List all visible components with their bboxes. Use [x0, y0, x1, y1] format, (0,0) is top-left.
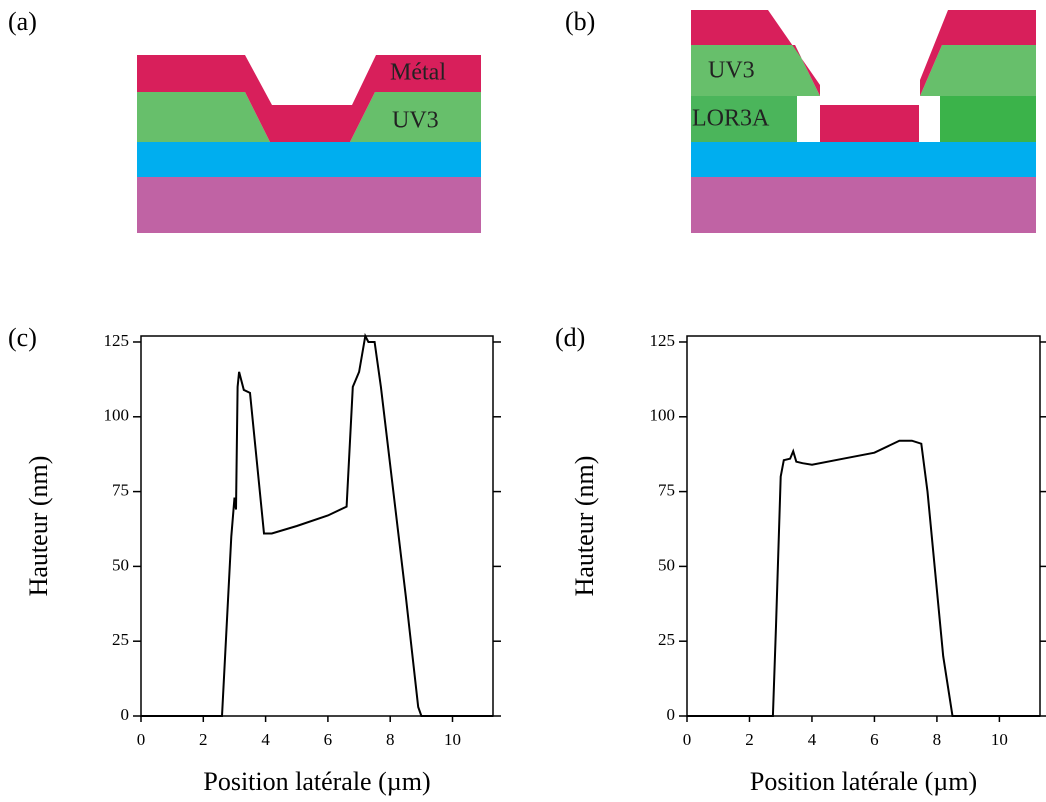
y-tick-label: 125 — [650, 331, 676, 350]
layer-label: UV3 — [708, 58, 755, 84]
profile-line — [687, 439, 1040, 717]
panel-label: (d) — [555, 323, 585, 352]
x-tick-label: 4 — [261, 730, 270, 749]
x-tick-label: 2 — [745, 730, 754, 749]
x-tick-label: 2 — [199, 730, 208, 749]
layer-label: UV3 — [392, 108, 439, 134]
x-axis-label: Position latérale (µm) — [203, 767, 430, 796]
y-tick-label: 25 — [658, 630, 675, 649]
lor3a-layer — [691, 96, 797, 142]
y-axis-label: Hauteur (nm) — [24, 456, 53, 597]
uv3-layer — [920, 45, 1036, 96]
x-tick-label: 6 — [870, 730, 879, 749]
y-tick-label: 50 — [112, 555, 129, 574]
metal-layer — [691, 10, 820, 96]
substrate — [691, 177, 1036, 233]
y-tick-label: 75 — [658, 480, 675, 499]
uv3-layer — [137, 92, 270, 142]
layer-label: Métal — [390, 60, 446, 86]
plot-frame — [686, 335, 1041, 717]
metal-layer — [137, 55, 481, 142]
plot-frame — [140, 335, 494, 717]
x-tick-label: 8 — [386, 730, 395, 749]
x-tick-label: 8 — [933, 730, 942, 749]
panel-label: (b) — [565, 7, 595, 36]
x-tick-label: 6 — [324, 730, 333, 749]
y-tick-label: 75 — [112, 480, 129, 499]
oxide — [691, 142, 1036, 177]
y-tick-label: 125 — [104, 331, 130, 350]
oxide — [137, 142, 481, 177]
y-tick-label: 100 — [104, 406, 130, 425]
panel-label: (a) — [8, 7, 37, 36]
panel-label: (c) — [8, 323, 37, 352]
lor3a-layer — [940, 96, 1036, 142]
metal-layer — [920, 10, 1036, 96]
substrate — [137, 177, 481, 233]
x-tick-label: 10 — [991, 730, 1008, 749]
y-tick-label: 25 — [112, 630, 129, 649]
uv3-layer — [691, 45, 820, 96]
profile-line — [141, 332, 493, 717]
x-axis-label: Position latérale (µm) — [750, 767, 977, 796]
x-tick-label: 4 — [808, 730, 817, 749]
y-tick-label: 100 — [650, 406, 676, 425]
x-tick-label: 10 — [444, 730, 461, 749]
y-tick-label: 0 — [667, 705, 676, 724]
x-tick-label: 0 — [137, 730, 146, 749]
uv3-layer — [350, 92, 481, 142]
y-axis-label: Hauteur (nm) — [570, 456, 599, 597]
x-tick-label: 0 — [683, 730, 692, 749]
y-tick-label: 0 — [121, 705, 130, 724]
metal-layer — [820, 105, 919, 142]
y-tick-label: 50 — [658, 555, 675, 574]
layer-label: LOR3A — [692, 106, 770, 132]
